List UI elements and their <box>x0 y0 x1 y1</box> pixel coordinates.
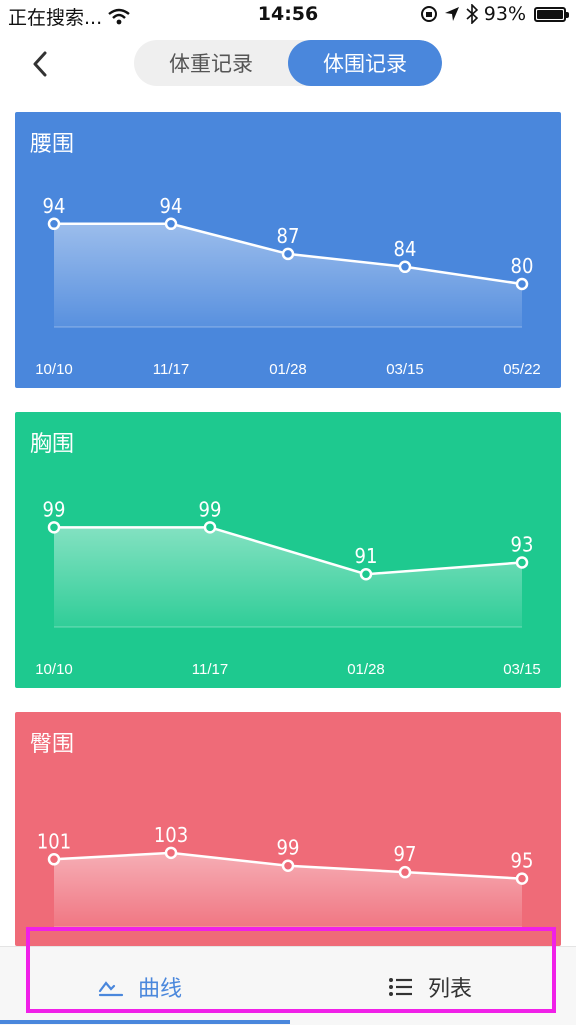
x-tick-label: 03/15 <box>386 361 424 378</box>
area-fill <box>54 527 522 627</box>
data-point[interactable] <box>398 260 412 274</box>
data-label: 103 <box>154 823 188 847</box>
x-tick-label: 01/28 <box>347 661 385 678</box>
location-arrow-icon <box>444 7 459 21</box>
waist-chart: 94 94 87 84 80 10/10 11/17 01/28 03/15 05/22 <box>35 194 541 378</box>
bottom-tab-bar: 曲线 列表 <box>0 946 576 1025</box>
data-label: 101 <box>37 829 71 853</box>
data-point[interactable] <box>164 217 178 231</box>
x-tick-label: 05/22 <box>503 361 541 378</box>
status-time: 14:56 <box>257 3 319 25</box>
data-point[interactable] <box>281 859 295 872</box>
hip-chart: 101 103 99 97 95 <box>37 823 534 928</box>
bluetooth-icon <box>466 4 478 24</box>
data-label: 80 <box>511 254 534 278</box>
chest-chart-card[interactable]: 99 99 91 93 10/10 11/17 01/28 03/15 胸围 <box>15 412 561 688</box>
card-title: 胸围 <box>30 432 75 457</box>
tab-curve-label: 曲线 <box>138 977 183 1002</box>
x-tick-label: 03/15 <box>503 661 541 678</box>
x-tick-label: 10/10 <box>35 361 73 378</box>
tab-body-measure-record[interactable]: 体围记录 <box>288 40 442 86</box>
tab-curve[interactable]: 曲线 <box>98 969 182 1005</box>
hip-chart-card[interactable]: 101 103 99 97 95 臀围 <box>15 712 561 946</box>
data-label: 91 <box>355 544 378 568</box>
status-bar: 正在搜索... 14:56 93% <box>0 0 576 30</box>
data-label: 99 <box>277 836 300 860</box>
data-point[interactable] <box>47 853 61 866</box>
area-fill <box>54 852 522 927</box>
data-label: 84 <box>394 237 417 261</box>
status-right: 93% <box>420 3 569 25</box>
data-point[interactable] <box>515 872 529 885</box>
tab-list[interactable]: 列表 <box>388 969 472 1005</box>
waist-chart-card[interactable]: 94 94 87 84 80 10/10 11/17 01/28 03/15 05/22 腰围 <box>15 112 561 388</box>
status-left: 正在搜索... <box>8 3 130 30</box>
tab-list-label: 列表 <box>428 977 473 1002</box>
list-icon <box>389 978 412 996</box>
data-point[interactable] <box>515 277 529 291</box>
data-label: 95 <box>511 849 534 873</box>
x-tick-label: 11/17 <box>153 361 189 378</box>
x-tick-label: 01/28 <box>269 361 307 378</box>
data-label: 99 <box>43 497 66 521</box>
card-title: 腰围 <box>30 132 75 157</box>
progress-indicator <box>0 1020 290 1024</box>
data-label: 94 <box>43 194 66 218</box>
x-tick-label: 11/17 <box>192 661 228 678</box>
data-point[interactable] <box>281 247 295 261</box>
data-label: 99 <box>199 497 222 521</box>
data-point[interactable] <box>164 846 178 860</box>
data-point[interactable] <box>47 521 61 534</box>
data-point[interactable] <box>515 556 529 569</box>
data-label: 87 <box>277 224 300 248</box>
back-button[interactable] <box>22 46 58 82</box>
battery-percent: 93% <box>483 3 526 25</box>
chest-chart: 99 99 91 93 10/10 11/17 01/28 03/15 <box>35 497 541 678</box>
wifi-icon <box>108 8 130 24</box>
area-fill <box>54 223 522 327</box>
tab-weight-record[interactable]: 体重记录 <box>169 52 253 76</box>
data-label: 93 <box>511 533 534 557</box>
record-type-switch: 体重记录 体围记录 <box>134 40 442 86</box>
series-line <box>54 526 523 576</box>
data-label: 94 <box>160 194 183 218</box>
x-tick-label: 10/10 <box>35 661 73 678</box>
nav-bar: 体重记录 体围记录 <box>0 38 576 88</box>
data-point[interactable] <box>47 217 61 231</box>
data-point[interactable] <box>398 865 412 879</box>
battery-icon <box>534 6 569 22</box>
data-point[interactable] <box>203 521 217 534</box>
card-title: 臀围 <box>30 732 75 757</box>
data-point[interactable] <box>359 567 373 581</box>
data-label: 97 <box>394 842 417 866</box>
carrier-text: 正在搜索... <box>8 7 103 29</box>
orientation-lock-icon <box>420 6 437 22</box>
line-chart-icon <box>98 981 124 997</box>
chevron-left-icon <box>33 51 47 77</box>
